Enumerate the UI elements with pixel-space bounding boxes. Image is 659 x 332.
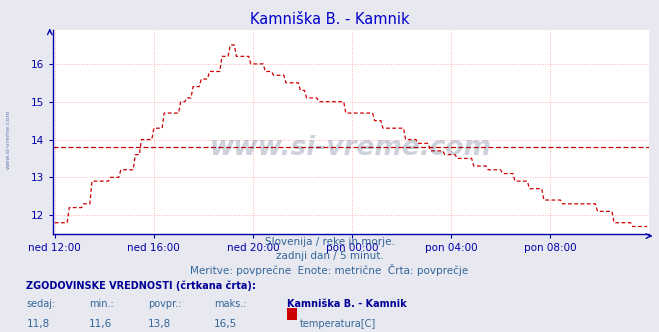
Text: Slovenija / reke in morje.: Slovenija / reke in morje. — [264, 237, 395, 247]
Text: Meritve: povprečne  Enote: metrične  Črta: povprečje: Meritve: povprečne Enote: metrične Črta:… — [190, 264, 469, 276]
Text: zadnji dan / 5 minut.: zadnji dan / 5 minut. — [275, 251, 384, 261]
Text: 11,8: 11,8 — [26, 319, 49, 329]
Text: povpr.:: povpr.: — [148, 299, 182, 309]
Text: 11,6: 11,6 — [89, 319, 112, 329]
Text: temperatura[C]: temperatura[C] — [300, 319, 376, 329]
Text: sedaj:: sedaj: — [26, 299, 55, 309]
Text: Kamniška B. - Kamnik: Kamniška B. - Kamnik — [250, 12, 409, 27]
Text: 16,5: 16,5 — [214, 319, 237, 329]
Text: ZGODOVINSKE VREDNOSTI (črtkana črta):: ZGODOVINSKE VREDNOSTI (črtkana črta): — [26, 281, 256, 291]
Text: 13,8: 13,8 — [148, 319, 171, 329]
Text: www.si-vreme.com: www.si-vreme.com — [5, 110, 11, 169]
Text: maks.:: maks.: — [214, 299, 246, 309]
Text: Kamniška B. - Kamnik: Kamniška B. - Kamnik — [287, 299, 407, 309]
Text: www.si-vreme.com: www.si-vreme.com — [210, 135, 492, 161]
Text: min.:: min.: — [89, 299, 114, 309]
